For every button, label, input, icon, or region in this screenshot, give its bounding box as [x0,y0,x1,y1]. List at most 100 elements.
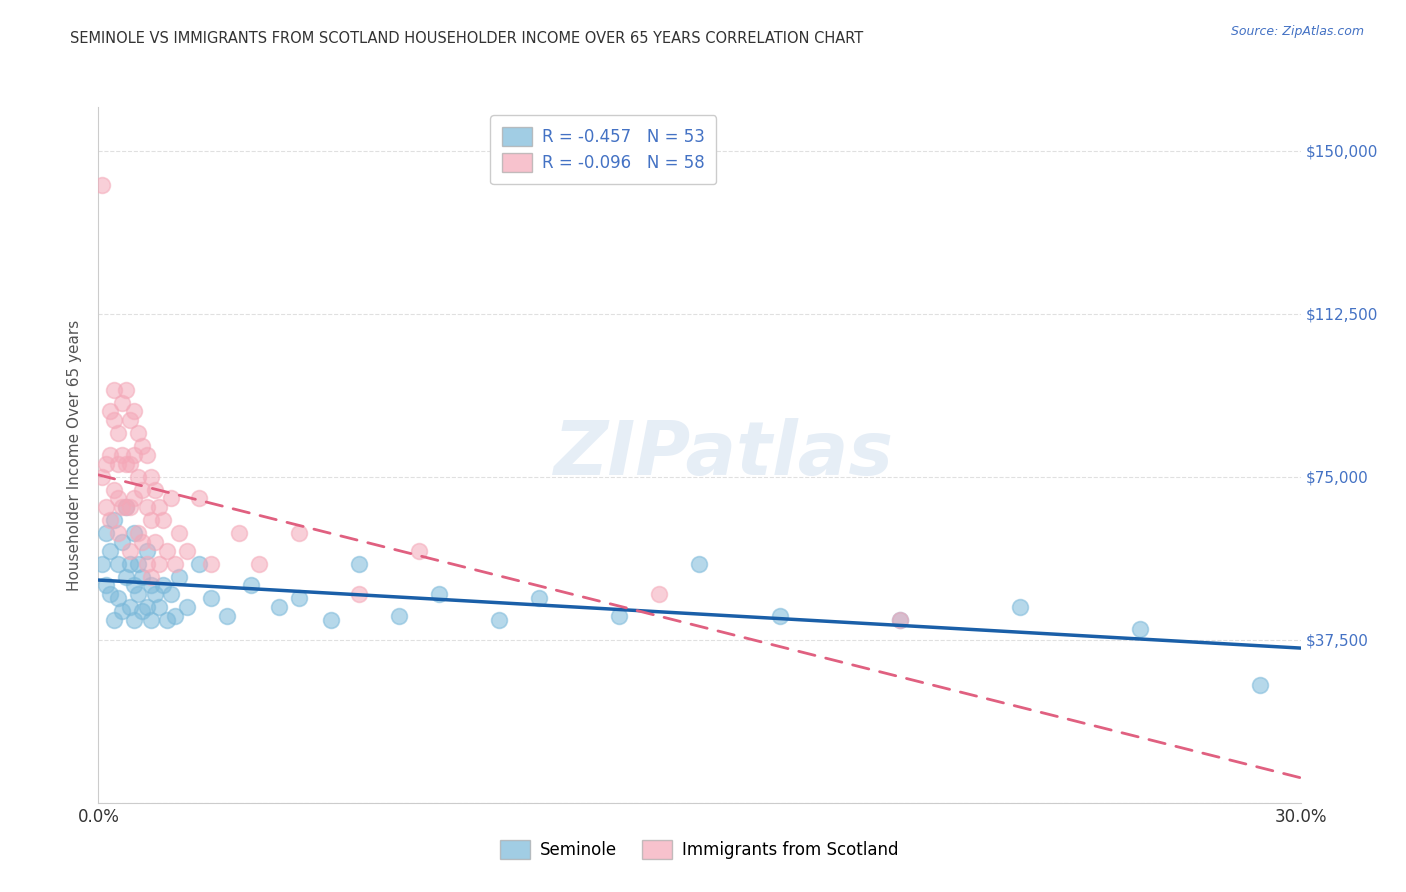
Point [347,587,370,601]
Point [96,526,118,541]
Point [228,526,250,541]
Point [148,500,170,514]
Point [131,570,153,584]
Point [167,570,190,584]
Point [889,613,911,627]
Point [1250,678,1272,692]
Point [131,605,153,619]
Point [139,570,162,584]
Point [120,543,142,558]
Point [239,578,262,592]
Point [135,448,157,462]
Point [187,557,209,571]
Point [115,457,138,471]
Point [388,608,411,623]
Point [159,491,181,506]
Point [319,613,342,627]
Point [124,404,146,418]
Point [488,613,510,627]
Point [128,587,150,601]
Point [120,457,142,471]
Point [107,426,129,441]
Point [1010,600,1032,615]
Point [159,587,181,601]
Point [128,426,150,441]
Point [107,526,129,541]
Point [648,587,671,601]
Point [609,608,631,623]
Point [111,535,134,549]
Point [200,557,222,571]
Point [124,491,146,506]
Point [200,591,222,606]
Point [115,570,138,584]
Point [100,587,122,601]
Point [139,613,162,627]
Point [96,457,118,471]
Point [135,500,157,514]
Point [155,613,177,627]
Point [152,513,174,527]
Point [103,513,125,527]
Point [139,578,162,592]
Point [107,591,129,606]
Point [135,557,157,571]
Point [215,608,238,623]
Point [96,500,118,514]
Point [347,557,370,571]
Point [131,535,153,549]
Point [107,557,129,571]
Point [163,608,186,623]
Point [131,439,153,453]
Point [124,613,146,627]
Point [128,526,150,541]
Point [91,178,114,193]
Point [155,543,177,558]
Point [103,613,125,627]
Point [107,457,129,471]
Point [100,448,122,462]
Point [96,578,118,592]
Text: Source: ZipAtlas.com: Source: ZipAtlas.com [1230,25,1364,38]
Point [111,605,134,619]
Point [143,535,166,549]
Point [100,513,122,527]
Point [111,396,134,410]
Point [128,469,150,483]
Point [91,557,114,571]
Point [100,404,122,418]
Point [124,578,146,592]
Point [769,608,792,623]
Point [247,557,270,571]
Point [176,600,198,615]
Point [124,526,146,541]
Point [120,600,142,615]
Point [1129,622,1152,636]
Y-axis label: Householder Income Over 65 years: Householder Income Over 65 years [67,319,83,591]
Text: SEMINOLE VS IMMIGRANTS FROM SCOTLAND HOUSEHOLDER INCOME OVER 65 YEARS CORRELATIO: SEMINOLE VS IMMIGRANTS FROM SCOTLAND HOU… [70,31,863,46]
Point [107,491,129,506]
Point [889,613,911,627]
Point [427,587,450,601]
Point [143,483,166,497]
Point [135,600,157,615]
Point [139,513,162,527]
Point [120,413,142,427]
Point [408,543,430,558]
Point [128,557,150,571]
Point [115,500,138,514]
Point [124,448,146,462]
Point [187,491,209,506]
Point [148,600,170,615]
Point [120,500,142,514]
Point [139,469,162,483]
Point [152,578,174,592]
Legend: Seminole, Immigrants from Scotland: Seminole, Immigrants from Scotland [488,829,911,871]
Point [131,483,153,497]
Point [91,469,114,483]
Point [267,600,290,615]
Point [176,543,198,558]
Point [111,448,134,462]
Point [143,587,166,601]
Point [103,483,125,497]
